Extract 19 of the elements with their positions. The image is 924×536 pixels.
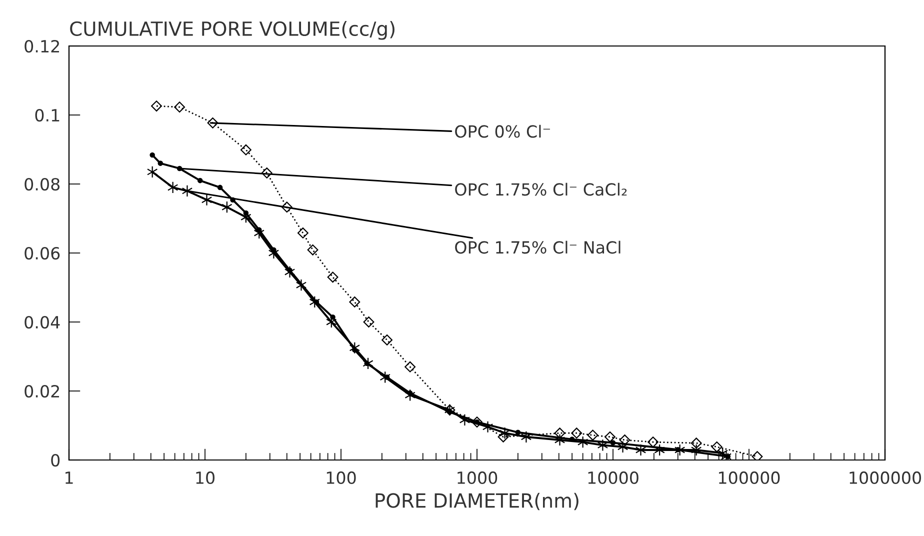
y-tick-label: 0.02 (24, 384, 59, 398)
y-tick-label: 0.1 (35, 108, 60, 122)
x-tick-label: 100000 (719, 471, 780, 484)
x-tick-label: 1000000 (850, 471, 922, 484)
annotation: OPC 0% Cl⁻ (455, 124, 550, 138)
annotation: OPC 1.75% Cl⁻ CaCl₂ (455, 182, 627, 196)
y-tick-label: 0 (51, 454, 60, 467)
x-tick-label: 1000 (458, 471, 498, 484)
y-tick-label: 0.06 (24, 246, 60, 260)
x-axis-title: PORE DIAMETER(nm) (376, 492, 578, 510)
x-tick-label: 10 (196, 471, 214, 484)
y-tick-label: 0.12 (24, 40, 59, 53)
x-tick-label: 10000 (588, 471, 638, 484)
x-tick-label: 1 (66, 472, 73, 484)
y-axis-title: CUMULATIVE PORE VOLUME(cc/g) (70, 20, 394, 40)
y-tick-label: 0.04 (24, 316, 60, 329)
annotation: OPC 1.75% Cl⁻ NaCl (455, 240, 620, 254)
x-tick-label: 100 (326, 471, 356, 484)
y-tick-label: 0.08 (24, 178, 60, 191)
